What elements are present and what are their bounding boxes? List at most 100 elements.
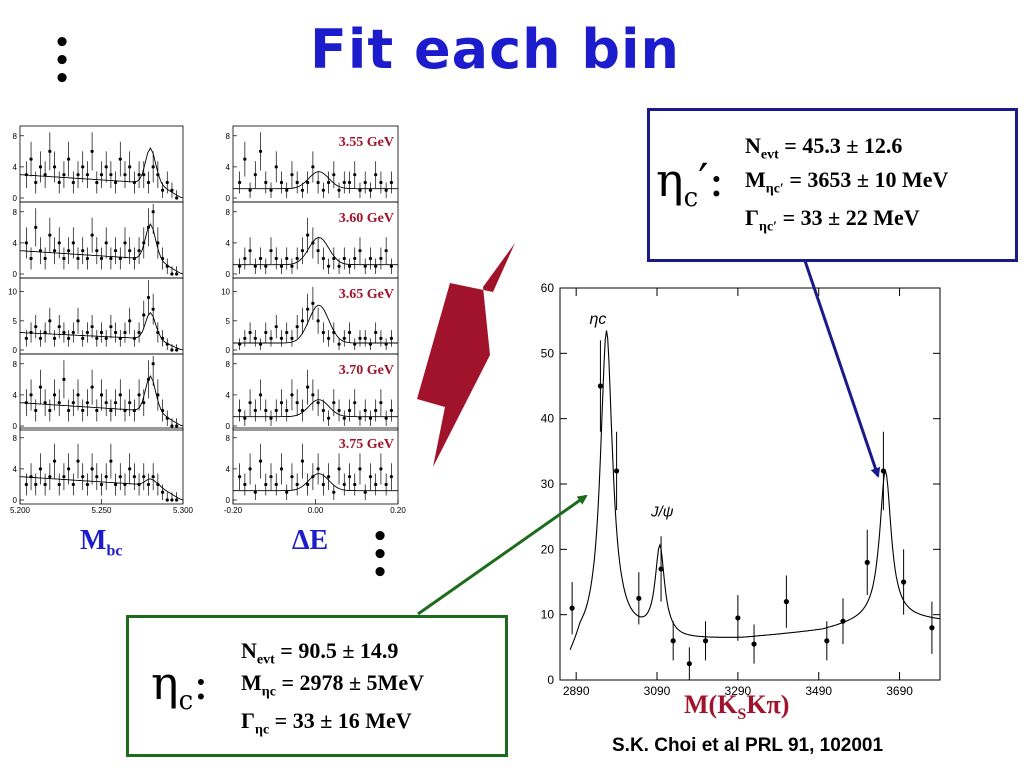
- x-tick-label: 2890: [563, 684, 590, 698]
- panel-point: [160, 490, 165, 494]
- panel-y-tick-label: 0: [226, 496, 231, 505]
- bin-energy-label: 3.70 GeV: [339, 363, 394, 378]
- data-point: [901, 579, 907, 585]
- panel-x-tick-label: 0.00: [308, 506, 324, 515]
- panel-point: [118, 157, 122, 161]
- panel-point: [118, 393, 122, 397]
- panel-point: [264, 330, 268, 335]
- panel-point: [295, 482, 299, 487]
- panel-point: [34, 408, 38, 413]
- panel-point: [142, 475, 146, 479]
- panel-point: [128, 401, 132, 405]
- panel-point: [113, 249, 118, 253]
- panel-point: [342, 180, 346, 185]
- eta-c-result-box: ηc: Nevt = 90.5 ± 14.9 Mηc = 2978 ± 5MeV…: [126, 615, 508, 757]
- panel-point: [104, 401, 108, 405]
- panel-point: [137, 249, 141, 253]
- panel-point: [34, 225, 38, 229]
- panel-point: [67, 249, 71, 253]
- panel-point: [90, 385, 94, 389]
- panel-point: [374, 330, 378, 335]
- panel-point: [85, 330, 90, 335]
- panel-point: [48, 475, 52, 479]
- panel-y-tick-label: 8: [226, 208, 231, 217]
- panel-point: [99, 173, 104, 177]
- panel-point: [81, 475, 85, 479]
- panel-point: [337, 467, 341, 471]
- mass-axis-label: M(KSKπ): [684, 690, 790, 724]
- panel-point: [76, 173, 80, 177]
- panel-point: [389, 264, 393, 268]
- eta-c-prime-result-box: ηc′: Nevt = 45.3 ± 12.6 Mηc′ = 3653 ± 10…: [647, 108, 1018, 262]
- panel-point: [274, 408, 278, 413]
- panel-point: [43, 482, 47, 487]
- x-tick-label: 3490: [805, 684, 832, 698]
- eta-c-annotation: ηc: [590, 311, 607, 328]
- panel-point: [243, 482, 247, 487]
- panel-point: [90, 325, 94, 329]
- panel-point: [24, 241, 28, 245]
- panel-point: [67, 336, 71, 340]
- panel-point: [290, 173, 294, 177]
- panel-point: [38, 249, 43, 253]
- eta-c-prime-mass: Mηc′ = 3653 ± 10 MeV: [745, 167, 949, 197]
- panel-point: [300, 188, 305, 192]
- panel-point: [57, 180, 61, 185]
- panel-point: [90, 149, 94, 153]
- panel-y-tick-label: 0: [226, 194, 231, 203]
- panel-point: [274, 482, 278, 487]
- panel-y-tick-label: 8: [13, 132, 18, 141]
- panel-point: [123, 173, 127, 177]
- panel-point: [290, 475, 294, 479]
- panel-point: [337, 188, 341, 192]
- panel-point: [253, 336, 257, 340]
- panel-fit-curve: [19, 476, 184, 501]
- panel-point: [71, 401, 75, 405]
- x-tick-label: 3090: [644, 684, 671, 698]
- panel-point: [316, 401, 320, 405]
- panel-point: [38, 385, 43, 389]
- panel-y-tick-label: 4: [13, 239, 18, 248]
- panel-frame: [19, 353, 184, 431]
- panel-y-tick-label: 8: [226, 360, 231, 369]
- panel-point: [52, 393, 57, 397]
- panel-point: [71, 180, 75, 185]
- panel-point: [337, 342, 341, 346]
- panel-point: [165, 498, 169, 502]
- data-point: [864, 559, 870, 565]
- panel-y-tick-label: 8: [226, 132, 231, 141]
- panel-point: [170, 272, 174, 276]
- panel-y-tick-label: 4: [226, 163, 231, 172]
- panel-point: [368, 188, 373, 192]
- panel-point: [353, 482, 357, 487]
- panel-point: [142, 173, 146, 177]
- panel-point: [295, 180, 299, 185]
- panel-point: [76, 393, 80, 397]
- panel-point: [146, 180, 151, 185]
- panel-y-tick-label: 4: [226, 391, 231, 400]
- panel-point: [99, 256, 104, 261]
- panel-point: [137, 173, 141, 177]
- panel-point: [62, 256, 66, 261]
- panel-point: [151, 210, 155, 214]
- panel-point: [347, 475, 352, 479]
- panel-point: [374, 482, 378, 487]
- panel-point: [142, 313, 146, 317]
- panel-fit-curve: [233, 473, 398, 492]
- eta-c-symbol: ηc:: [151, 656, 209, 717]
- panel-point: [238, 264, 242, 268]
- panel-point: [109, 459, 113, 463]
- panel-x-tick-label: 0.20: [390, 506, 406, 515]
- panel-point: [52, 165, 57, 169]
- panel-point: [347, 330, 352, 335]
- panel-point: [389, 475, 393, 479]
- data-point: [929, 625, 935, 631]
- panel-y-tick-label: 0: [226, 422, 231, 431]
- panel-point: [326, 180, 331, 185]
- panel-point: [279, 180, 284, 185]
- panel-point: [90, 233, 94, 237]
- panel-point: [274, 165, 278, 169]
- panel-point: [175, 498, 179, 502]
- panel-point: [311, 301, 315, 305]
- panel-point: [165, 180, 169, 185]
